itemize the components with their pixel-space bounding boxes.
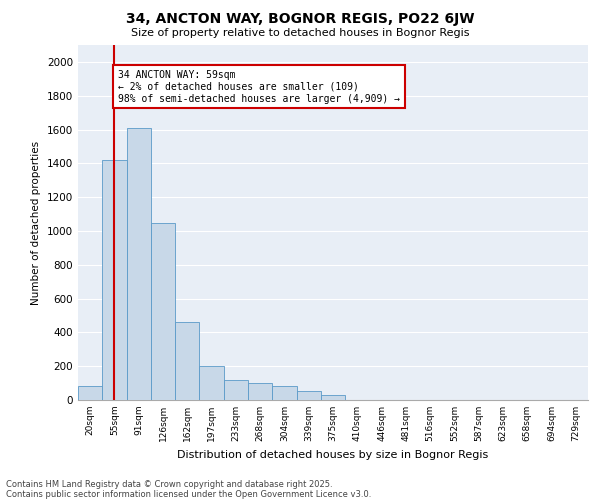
Y-axis label: Number of detached properties: Number of detached properties [31,140,41,304]
Text: 34 ANCTON WAY: 59sqm
← 2% of detached houses are smaller (109)
98% of semi-detac: 34 ANCTON WAY: 59sqm ← 2% of detached ho… [118,70,400,104]
Bar [78,386,102,400]
Bar [127,128,151,400]
Bar [296,390,321,400]
X-axis label: Distribution of detached houses by size in Bognor Regis: Distribution of detached houses by size … [178,450,488,460]
Bar [321,395,345,400]
Bar [175,322,199,400]
Text: Contains public sector information licensed under the Open Government Licence v3: Contains public sector information licen… [6,490,371,499]
Text: Contains HM Land Registry data © Crown copyright and database right 2025.: Contains HM Land Registry data © Crown c… [6,480,332,489]
Text: Size of property relative to detached houses in Bognor Regis: Size of property relative to detached ho… [131,28,469,38]
Bar [248,383,272,400]
Text: 34, ANCTON WAY, BOGNOR REGIS, PO22 6JW: 34, ANCTON WAY, BOGNOR REGIS, PO22 6JW [126,12,474,26]
Bar [151,222,175,400]
Bar [102,160,127,400]
Bar [224,380,248,400]
Bar [272,386,296,400]
Bar [199,366,224,400]
